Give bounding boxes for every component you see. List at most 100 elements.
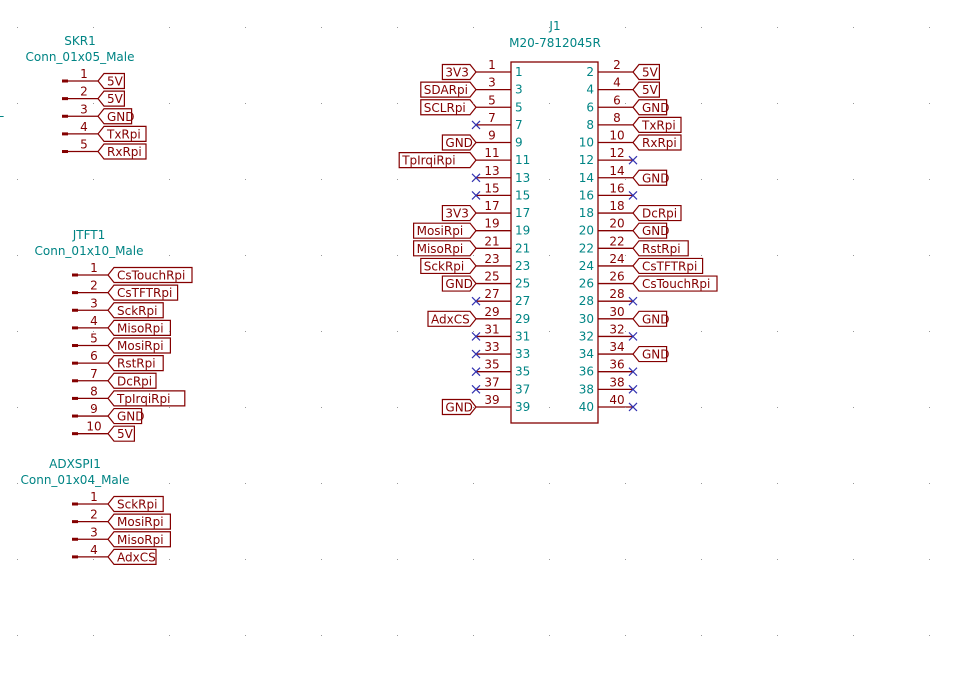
j1-pin-5[interactable]: 5 5 SCLRpi [420,93,523,116]
net-label[interactable]: MosiRpi [107,337,171,354]
net-label[interactable]: RxRpi [97,143,147,160]
j1-pin-40[interactable]: 40 40 [579,393,638,414]
net-label[interactable]: CsTouchRpi [107,266,193,284]
net-label[interactable]: TpIrqiRpi [107,390,186,407]
net-label[interactable]: MisoRpi [413,240,477,257]
j1-pin-36[interactable]: 36 36 [579,358,638,379]
connector-pin-3[interactable]: 3 GND [62,102,135,125]
net-label[interactable]: SckRpi [107,495,164,513]
j1-pin-27[interactable]: 27 27 [471,287,530,308]
net-label[interactable]: GND [632,345,670,363]
j1-pin-11[interactable]: 11 11 TpIrqiRpi [398,146,530,169]
j1-pin-34[interactable]: 34 34 GND [579,340,670,363]
net-label[interactable]: SckRpi [420,257,477,275]
connector-pin-8[interactable]: 8 TpIrqiRpi [72,384,186,407]
net-label[interactable]: SckRpi [107,302,164,319]
net-label[interactable]: GND [632,222,670,239]
connector-pin-3[interactable]: 3 SckRpi [72,296,164,319]
connector-pin-4[interactable]: 4 AdxCS [72,543,157,565]
component-skr1[interactable]: SKR1 Conn_01x05_Male 1 5V 2 5V 3 GND 4 TxRpi 5 RxRp… [26,34,147,160]
connector-pin-3[interactable]: 3 MisoRpi [72,525,171,548]
j1-pin-31[interactable]: 31 31 [471,322,530,343]
net-label[interactable]: GND [632,99,670,116]
net-label[interactable]: TxRpi [97,125,147,142]
connector-pin-1[interactable]: 1 SckRpi [72,490,164,513]
j1-pin-33[interactable]: 33 33 [471,340,530,361]
j1-pin-15[interactable]: 15 15 [471,181,530,202]
j1-pin-32[interactable]: 32 32 [579,322,638,343]
j1-pin-10[interactable]: 10 10 RxRpi [579,129,682,151]
j1-pin-1[interactable]: 1 1 3V3 [441,58,523,81]
net-label[interactable]: DcRpi [632,204,682,222]
j1-pin-12[interactable]: 12 12 [579,146,638,167]
j1-pin-19[interactable]: 19 19 MosiRpi [413,217,531,239]
net-label[interactable]: SCLRpi [420,99,477,116]
connector-pin-6[interactable]: 6 RstRpi [72,349,164,372]
net-label[interactable]: TxRpi [632,116,682,133]
j1-pin-39[interactable]: 39 39 GND [441,393,530,416]
j1-pin-9[interactable]: 9 9 GND [441,129,523,151]
connector-pin-5[interactable]: 5 MosiRpi [72,332,171,354]
connector-pin-4[interactable]: 4 MisoRpi [72,314,171,336]
j1-pin-17[interactable]: 17 17 3V3 [441,199,530,222]
j1-pin-22[interactable]: 22 22 RstRpi [579,234,689,257]
j1-pin-29[interactable]: 29 29 AdxCS [427,305,530,327]
j1-pin-21[interactable]: 21 21 MisoRpi [413,234,531,257]
net-label[interactable]: SDARpi [420,81,477,98]
j1-pin-13[interactable]: 13 13 [471,164,530,185]
j1-pin-23[interactable]: 23 23 SckRpi [420,252,530,275]
net-label[interactable]: 5V [632,63,661,81]
net-label[interactable]: GND [97,108,135,125]
connector-pin-9[interactable]: 9 GND [72,402,145,425]
connector-pin-7[interactable]: 7 DcRpi [72,367,157,389]
j1-pin-35[interactable]: 35 35 [471,358,530,379]
j1-pin-38[interactable]: 38 38 [579,375,638,396]
j1-pin-20[interactable]: 20 20 GND [579,217,670,239]
connector-pin-10[interactable]: 10 5V [72,420,135,442]
net-label[interactable]: GND [441,134,477,151]
j1-pin-2[interactable]: 2 2 5V [586,58,661,81]
component-jtft1[interactable]: JTFT1 Conn_01x10_Male 1 CsTouchRpi 2 CsTFTRpi… [35,228,193,442]
net-label[interactable]: 3V3 [441,204,477,222]
net-label[interactable]: 5V [632,81,661,98]
connector-pin-2[interactable]: 2 5V [62,85,126,107]
net-label[interactable]: 5V [97,72,126,90]
j1-pin-30[interactable]: 30 30 GND [579,305,670,327]
net-label[interactable]: MisoRpi [107,531,171,548]
net-label[interactable]: RstRpi [632,240,689,257]
j1-pin-25[interactable]: 25 25 GND [441,270,530,292]
net-label[interactable]: CsTFTRpi [632,257,704,275]
j1-pin-3[interactable]: 3 3 SDARpi [420,76,523,98]
net-label[interactable]: GND [632,310,670,327]
j1-pin-37[interactable]: 37 37 [471,375,530,396]
connector-pin-1[interactable]: 1 CsTouchRpi [72,261,193,284]
net-label[interactable]: 5V [107,425,135,442]
net-label[interactable]: 5V [97,90,126,107]
j1-pin-24[interactable]: 24 24 CsTFTRpi [579,252,704,275]
net-label[interactable]: AdxCS [427,310,477,327]
net-label[interactable]: TpIrqiRpi [398,152,477,169]
net-label[interactable]: MosiRpi [413,222,477,239]
j1-pin-18[interactable]: 18 18 DcRpi [579,199,682,222]
net-label[interactable]: CsTFTRpi [107,284,179,301]
connector-pin-4[interactable]: 4 TxRpi [62,120,147,142]
net-label[interactable]: GND [441,275,477,292]
j1-pin-14[interactable]: 14 14 GND [579,164,670,186]
j1-pin-4[interactable]: 4 4 5V [586,76,661,98]
net-label[interactable]: DcRpi [107,372,157,389]
component-adxspi1[interactable]: ADXSPI1 Conn_01x04_Male 1 SckRpi 2 MosiRpi 3 Mi… [21,457,171,565]
connector-pin-2[interactable]: 2 MosiRpi [72,508,171,530]
connector-pin-1[interactable]: 1 5V [62,67,126,90]
j1-pin-26[interactable]: 26 26 CsTouchRpi [579,270,718,292]
j1-pin-6[interactable]: 6 6 GND [586,93,670,116]
net-label[interactable]: AdxCS [107,548,157,565]
j1-pin-8[interactable]: 8 8 TxRpi [586,111,682,133]
net-label[interactable]: MisoRpi [107,319,171,336]
net-label[interactable]: CsTouchRpi [632,275,718,292]
connector-pin-2[interactable]: 2 CsTFTRpi [72,279,179,301]
